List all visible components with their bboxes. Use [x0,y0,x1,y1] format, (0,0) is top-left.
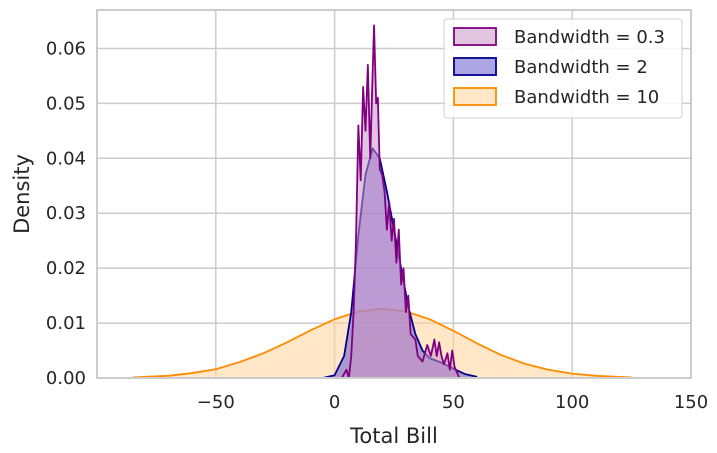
y-tick-label: 0.05 [46,93,86,114]
x-tick-label: 100 [555,392,589,413]
density-curves [132,24,632,379]
y-tick-label: 0.01 [46,313,86,334]
legend-swatch [453,57,497,76]
y-axis-ticks: 0.00 0.01 0.02 0.03 0.04 0.05 0.06 [46,38,86,389]
x-tick-label: 50 [442,392,465,413]
density-line [340,24,461,379]
x-tick-label: −50 [197,392,235,413]
legend-swatch [453,27,497,46]
y-tick-label: 0.06 [46,38,86,59]
legend-swatch [453,87,497,106]
x-tick-label: 0 [329,392,340,413]
x-axis-ticks: −50 0 50 100 150 [197,392,708,413]
x-tick-label: 150 [674,392,708,413]
plot-frame [96,9,692,379]
y-tick-label: 0.04 [46,148,86,169]
legend-label: Bandwidth = 0.3 [514,27,665,48]
legend-label: Bandwidth = 10 [514,87,659,108]
y-tick-label: 0.00 [46,368,86,389]
legend-label: Bandwidth = 2 [514,57,648,78]
y-tick-label: 0.02 [46,258,86,279]
x-axis-title: Total Bill [349,424,438,448]
y-axis-title: Density [10,154,34,234]
legend-box [443,18,683,119]
legend: Bandwidth = 0.3 Bandwidth = 2 Bandwidth = … [443,18,683,119]
density-area [341,25,460,378]
y-tick-label: 0.03 [46,203,86,224]
